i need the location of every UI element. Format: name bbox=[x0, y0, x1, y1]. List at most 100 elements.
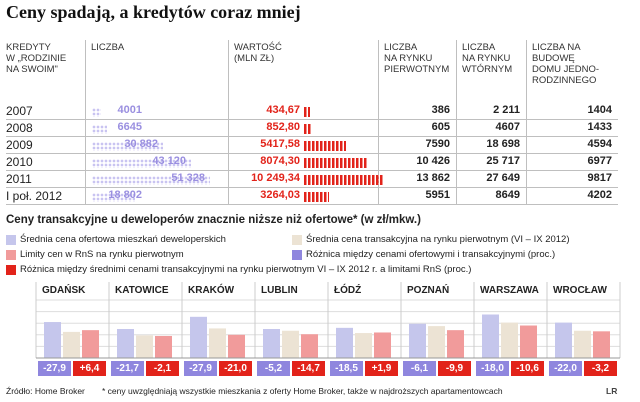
limit-difference-badge: -9,9 bbox=[438, 361, 471, 376]
bar bbox=[593, 331, 610, 358]
row-label: 2007 bbox=[6, 104, 33, 118]
category-label: KATOWICE bbox=[115, 285, 169, 296]
offer-difference-badge: -22,0 bbox=[549, 361, 582, 376]
bar bbox=[82, 330, 99, 358]
pierwotny-value: 5951 bbox=[425, 189, 450, 201]
budowa-value: 4594 bbox=[587, 138, 612, 150]
bar bbox=[520, 325, 537, 358]
wtorny-value: 18 698 bbox=[486, 138, 520, 150]
category-label: ŁÓDŹ bbox=[334, 285, 362, 296]
publisher-logo: LR bbox=[606, 386, 618, 396]
offer-difference-badge: -21,7 bbox=[111, 361, 144, 376]
col-header-wartosc: WARTOŚĆ (MLN ZŁ) bbox=[234, 42, 282, 64]
wartosc-value: 5417,58 bbox=[260, 138, 300, 150]
offer-difference-badge: -18,5 bbox=[330, 361, 363, 376]
bar bbox=[209, 328, 226, 358]
pierwotny-value: 10 426 bbox=[416, 155, 450, 167]
wartosc-value: 8074,30 bbox=[260, 155, 300, 167]
budowa-value: 6977 bbox=[587, 155, 612, 167]
legend-label: Różnica między cenami ofertowymi i trans… bbox=[306, 249, 556, 260]
bar bbox=[190, 316, 207, 358]
wtorny-value: 4607 bbox=[495, 121, 520, 133]
wartosc-bar bbox=[304, 158, 367, 168]
bar bbox=[447, 330, 464, 358]
row-divider bbox=[6, 187, 618, 188]
budowa-value: 1433 bbox=[587, 121, 612, 133]
legend-swatch bbox=[6, 265, 16, 275]
offer-difference-badge: -18,0 bbox=[476, 361, 509, 376]
liczba-value: 43 120 bbox=[152, 155, 186, 167]
category-label: WARSZAWA bbox=[480, 285, 539, 296]
legend-swatch bbox=[6, 235, 16, 245]
col-header-kredyty: KREDYTY W „RODZINIE NA SWOIM" bbox=[6, 42, 67, 75]
legend-swatch bbox=[292, 235, 302, 245]
wartosc-value: 434,67 bbox=[266, 104, 300, 116]
col-header-liczba: LICZBA bbox=[91, 42, 125, 53]
divider bbox=[85, 40, 86, 204]
limit-difference-badge: -3,2 bbox=[584, 361, 617, 376]
category-label: LUBLIN bbox=[261, 285, 298, 296]
divider bbox=[456, 40, 457, 204]
wartosc-bar bbox=[304, 107, 310, 117]
divider bbox=[526, 40, 527, 204]
category-label: POZNAŃ bbox=[407, 285, 450, 296]
liczba-value: 51 328 bbox=[171, 172, 205, 184]
pierwotny-value: 13 862 bbox=[416, 172, 450, 184]
offer-difference-badge: -27,9 bbox=[184, 361, 217, 376]
bar bbox=[574, 330, 591, 358]
row-label: 2010 bbox=[6, 155, 33, 169]
divider bbox=[378, 40, 379, 204]
category-label: GDAŃSK bbox=[42, 285, 86, 296]
row-divider bbox=[6, 204, 618, 205]
wtorny-value: 27 649 bbox=[486, 172, 520, 184]
footnote: * ceny uwzględniają wszystkie mieszkania… bbox=[102, 386, 503, 396]
wtorny-value: 25 717 bbox=[486, 155, 520, 167]
row-label: 2008 bbox=[6, 121, 33, 135]
bar bbox=[555, 322, 572, 358]
offer-difference-badge: -5,2 bbox=[257, 361, 290, 376]
bar bbox=[63, 331, 80, 358]
bar bbox=[482, 314, 499, 358]
col-header-budowa: LICZBA NA BUDOWĘ DOMU JEDNO- RODZINNEGO bbox=[532, 42, 600, 86]
limit-difference-badge: -2,1 bbox=[146, 361, 179, 376]
category-label: KRAKÓW bbox=[188, 285, 235, 296]
wartosc-value: 3264,03 bbox=[260, 189, 300, 201]
budowa-value: 1404 bbox=[587, 104, 612, 116]
bar bbox=[44, 322, 61, 358]
limit-difference-badge: -21,0 bbox=[219, 361, 252, 376]
limit-difference-badge: +6,4 bbox=[73, 361, 106, 376]
budowa-value: 9817 bbox=[587, 172, 612, 184]
liczba-bar bbox=[92, 159, 191, 168]
category-label: WROCŁAW bbox=[553, 285, 607, 296]
bar bbox=[136, 335, 153, 358]
legend-label: Limity cen w RnS na rynku pierwotnym bbox=[20, 249, 184, 260]
wartosc-bar bbox=[304, 175, 384, 185]
bar bbox=[155, 335, 172, 358]
bar bbox=[501, 322, 518, 358]
pierwotny-value: 7590 bbox=[425, 138, 450, 150]
legend-swatch bbox=[292, 250, 302, 260]
bar bbox=[409, 323, 426, 358]
row-label: I poł. 2012 bbox=[6, 189, 63, 203]
legend-swatch bbox=[6, 250, 16, 260]
bar-chart bbox=[35, 282, 621, 359]
bar bbox=[282, 330, 299, 358]
page-title: Ceny spadają, a kredytów coraz mniej bbox=[6, 2, 301, 22]
col-header-wtorny: LICZBA NA RYNKU WTÓRNYM bbox=[462, 42, 513, 75]
liczba-bar bbox=[92, 176, 210, 185]
bar bbox=[263, 329, 280, 358]
wartosc-value: 10 249,34 bbox=[251, 172, 300, 184]
offer-difference-badge: -6,1 bbox=[403, 361, 436, 376]
liczba-bar bbox=[92, 108, 101, 117]
bar bbox=[355, 333, 372, 358]
row-label: 2011 bbox=[6, 172, 32, 186]
chart-title: Ceny transakcyjne u deweloperów znacznie… bbox=[6, 214, 421, 226]
wartosc-bar bbox=[304, 141, 346, 151]
row-label: 2009 bbox=[6, 138, 33, 152]
liczba-value: 30 882 bbox=[124, 138, 158, 150]
row-divider bbox=[6, 136, 618, 137]
budowa-value: 4202 bbox=[587, 189, 612, 201]
legend-label: Średnia cena ofertowa mieszkań deweloper… bbox=[20, 234, 226, 245]
wartosc-value: 852,80 bbox=[266, 121, 300, 133]
legend-label: Średnia cena transakcyjna na rynku pierw… bbox=[306, 234, 570, 245]
